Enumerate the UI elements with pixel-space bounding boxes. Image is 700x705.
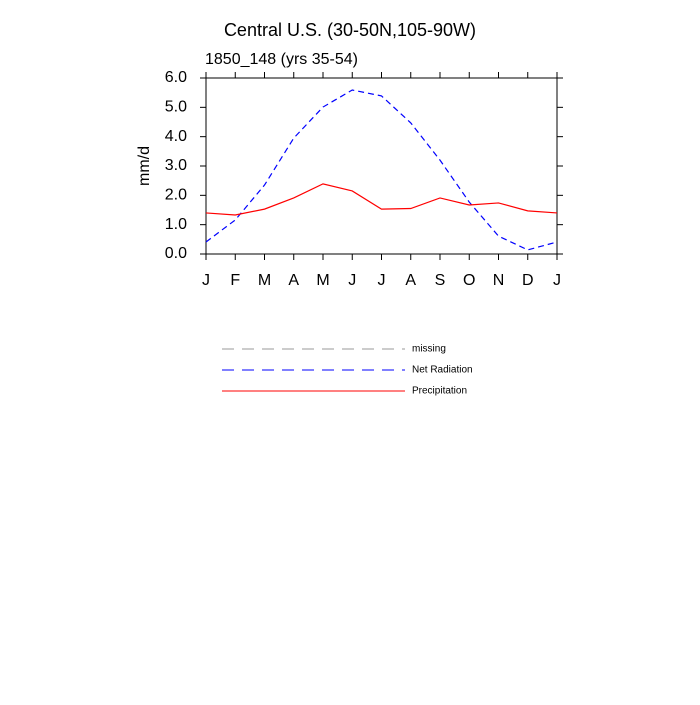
y-tick-label: 5.0 bbox=[165, 99, 187, 116]
x-tick-label: F bbox=[230, 272, 240, 289]
y-tick-label: 6.0 bbox=[165, 69, 187, 86]
legend-label: Precipitation bbox=[412, 386, 467, 397]
y-tick-label: 1.0 bbox=[165, 216, 187, 233]
y-tick-label: 2.0 bbox=[165, 187, 187, 204]
legend-label: missing bbox=[412, 344, 446, 355]
x-tick-label: A bbox=[288, 272, 299, 289]
x-tick-label: A bbox=[405, 272, 416, 289]
x-tick-label: J bbox=[348, 272, 356, 289]
x-tick-label: O bbox=[463, 272, 475, 289]
x-tick-label: J bbox=[378, 272, 386, 289]
x-tick-label: D bbox=[522, 272, 534, 289]
y-tick-label: 4.0 bbox=[165, 128, 187, 145]
x-tick-label: M bbox=[258, 272, 271, 289]
x-tick-label: J bbox=[202, 272, 210, 289]
legend-label: Net Radiation bbox=[412, 365, 473, 376]
x-tick-label: N bbox=[493, 272, 505, 289]
chart-title: Central U.S. (30-50N,105-90W) bbox=[224, 20, 476, 40]
x-tick-label: M bbox=[316, 272, 329, 289]
x-tick-label: J bbox=[553, 272, 561, 289]
plot-frame bbox=[205, 77, 558, 255]
data-line bbox=[205, 183, 558, 216]
y-tick-label: 0.0 bbox=[165, 245, 187, 262]
chart-subtitle: 1850_148 (yrs 35-54) bbox=[205, 51, 358, 68]
y-tick-label: 3.0 bbox=[165, 157, 187, 174]
x-tick-label: S bbox=[435, 272, 446, 289]
y-axis-label: mm/d bbox=[136, 146, 153, 186]
data-line bbox=[205, 89, 558, 251]
